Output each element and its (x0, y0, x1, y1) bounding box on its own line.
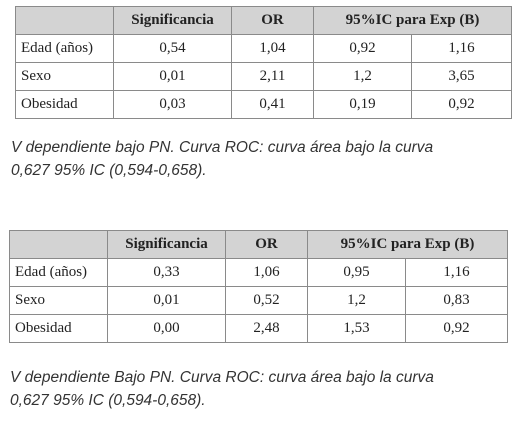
cell-or: 2,11 (231, 62, 314, 91)
cell-significancia: 0,33 (107, 258, 226, 287)
cell-ci-high: 1,16 (404, 258, 509, 287)
table-row: Obesidad 0,03 0,41 0,19 0,92 (15, 90, 513, 119)
table-note-1: V dependiente bajo PN. Curva ROC: curva … (11, 136, 511, 182)
table-row: Edad (años) 0,33 1,06 0,95 1,16 (9, 258, 509, 287)
cell-significancia: 0,01 (113, 62, 232, 91)
row-label: Obesidad (9, 314, 108, 343)
row-label: Obesidad (15, 90, 114, 119)
note-line-2: 0,627 95% IC (0,594-0,658). (10, 392, 206, 409)
cell-or: 1,06 (225, 258, 308, 287)
table-row: Sexo 0,01 0,52 1,2 0,83 (9, 286, 509, 315)
table-row: Obesidad 0,00 2,48 1,53 0,92 (9, 314, 509, 343)
note-line-1: V dependiente Bajo PN. Curva ROC: curva … (10, 369, 434, 386)
table-header-row: Significancia OR 95%IC para Exp (B) (9, 230, 509, 259)
header-or: OR (231, 6, 314, 35)
cell-significancia: 0,03 (113, 90, 232, 119)
cell-or: 0,41 (231, 90, 314, 119)
header-ci: 95%IC para Exp (B) (312, 6, 513, 35)
note-line-1: V dependiente bajo PN. Curva ROC: curva … (11, 139, 434, 156)
cell-significancia: 0,00 (107, 314, 226, 343)
table-row: Sexo 0,01 2,11 1,2 3,65 (15, 62, 513, 91)
cell-ci-high: 1,16 (410, 34, 513, 63)
table-note-2: V dependiente Bajo PN. Curva ROC: curva … (10, 366, 510, 412)
table-header-row: Significancia OR 95%IC para Exp (B) (15, 6, 513, 35)
cell-ci-high: 0,83 (404, 286, 509, 315)
cell-ci-high: 3,65 (410, 62, 513, 91)
cell-ci-high: 0,92 (404, 314, 509, 343)
cell-ci-low: 0,95 (307, 258, 406, 287)
regression-table-2: Significancia OR 95%IC para Exp (B) Edad… (9, 230, 509, 343)
header-significancia: Significancia (113, 6, 232, 35)
header-ci: 95%IC para Exp (B) (306, 230, 509, 259)
cell-or: 2,48 (225, 314, 308, 343)
regression-table-1: Significancia OR 95%IC para Exp (B) Edad… (15, 6, 513, 119)
table-row: Edad (años) 0,54 1,04 0,92 1,16 (15, 34, 513, 63)
header-or: OR (225, 230, 308, 259)
row-label: Sexo (9, 286, 108, 315)
cell-ci-low: 1,2 (313, 62, 412, 91)
cell-or: 1,04 (231, 34, 314, 63)
cell-ci-low: 1,53 (307, 314, 406, 343)
cell-significancia: 0,01 (107, 286, 226, 315)
header-blank (9, 230, 108, 259)
cell-ci-high: 0,92 (410, 90, 513, 119)
cell-or: 0,52 (225, 286, 308, 315)
row-label: Edad (años) (15, 34, 114, 63)
cell-significancia: 0,54 (113, 34, 232, 63)
cell-ci-low: 1,2 (307, 286, 406, 315)
header-blank (15, 6, 114, 35)
row-label: Sexo (15, 62, 114, 91)
cell-ci-low: 0,19 (313, 90, 412, 119)
row-label: Edad (años) (9, 258, 108, 287)
header-significancia: Significancia (107, 230, 226, 259)
note-line-2: 0,627 95% IC (0,594-0,658). (11, 162, 207, 179)
cell-ci-low: 0,92 (313, 34, 412, 63)
